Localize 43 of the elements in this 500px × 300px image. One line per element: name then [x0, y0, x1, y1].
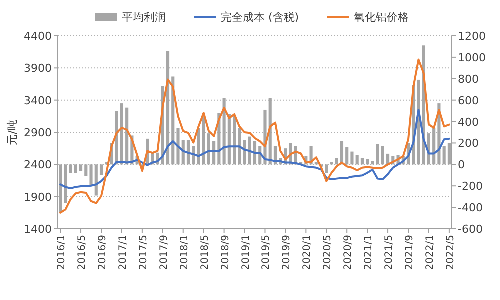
x-tick-label: 2016/9	[97, 235, 108, 270]
y-tick-label: 3400	[24, 94, 52, 108]
x-tick-label: 2022/5	[445, 235, 456, 270]
x-tick-label: 2019/5	[261, 235, 272, 270]
y-axis-title: 元/吨	[6, 120, 19, 146]
y2-tick-label: 800	[458, 72, 479, 86]
x-tick-label: 2018/9	[220, 235, 232, 270]
legend-label: 平均利润	[122, 11, 166, 24]
y2-tick-label: -200	[458, 180, 483, 194]
y-tick-label: 2400	[24, 158, 52, 172]
x-tick-label: 2019/9	[282, 235, 293, 270]
legend-label: 完全成本 (含税)	[221, 11, 300, 24]
x-tick-label: 2019/1	[240, 235, 252, 270]
x-tick-label: 2021/1	[364, 235, 375, 270]
y-tick-label: 4400	[24, 30, 52, 43]
x-tick-label: 2017/5	[138, 235, 150, 270]
y2-tick-label: 200	[458, 137, 479, 150]
line-series	[60, 108, 450, 190]
x-tick-label: 2016/1	[56, 235, 68, 270]
x-tick-label: 2021/9	[404, 235, 416, 270]
x-tick-label: 2020/1	[302, 235, 314, 270]
y-tick-label: 2900	[24, 126, 52, 140]
x-tick-label: 2018/1	[179, 235, 190, 270]
x-tick-label: 2017/1	[118, 235, 129, 270]
legend-label: 氧化铝价格	[354, 11, 410, 24]
x-tick-label: 2020/5	[322, 235, 334, 270]
line-series	[60, 58, 450, 214]
x-tick-label: 2021/5	[384, 235, 396, 270]
x-tick-label: 2017/9	[158, 235, 170, 270]
x-tick-label: 2018/5	[200, 235, 211, 270]
y2-tick-label: 0	[458, 158, 465, 172]
y-tick-label: 1900	[24, 190, 52, 204]
y2-tick-label: 600	[458, 94, 479, 108]
y2-tick-label: 1200	[458, 30, 486, 43]
y-tick-label: 1400	[24, 223, 52, 236]
x-tick-label: 2020/9	[343, 235, 354, 270]
y2-tick-label: 1000	[458, 51, 486, 64]
y2-tick-label: -400	[458, 202, 483, 215]
x-tick-label: 2022/1	[424, 235, 436, 270]
y-tick-label: 3900	[24, 62, 52, 76]
x-tick-label: 2016/5	[77, 235, 88, 270]
y2-tick-label: -600	[458, 223, 483, 236]
y2-tick-label: 400	[458, 116, 479, 129]
